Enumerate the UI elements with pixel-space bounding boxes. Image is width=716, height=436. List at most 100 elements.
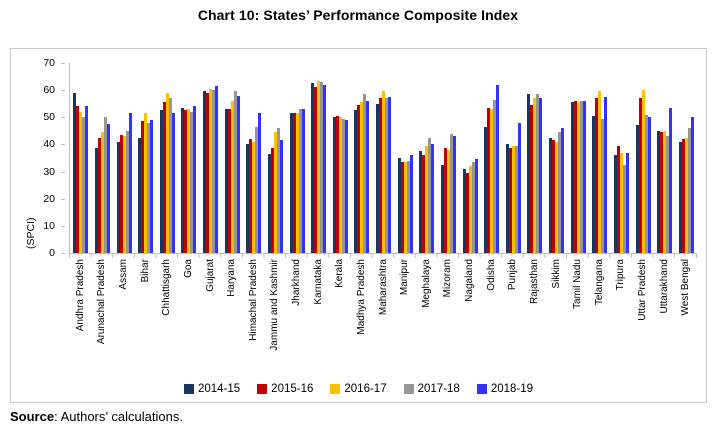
bar <box>323 85 327 253</box>
y-axis-tick-label: 0 <box>49 247 55 259</box>
bar <box>366 101 370 253</box>
bar <box>570 102 574 253</box>
x-axis-label-cell: Sikkim <box>545 257 567 379</box>
x-axis-label-cell: Bihar <box>134 257 156 379</box>
bar <box>449 134 453 253</box>
x-axis-label: Odisha <box>485 259 497 291</box>
bar <box>552 140 556 253</box>
legend-swatch <box>183 384 194 394</box>
bar <box>496 85 500 253</box>
bar <box>103 117 107 253</box>
bar <box>462 169 466 253</box>
bar <box>684 138 688 253</box>
bar <box>341 119 345 253</box>
bar <box>236 96 240 253</box>
bar <box>82 117 86 253</box>
bar <box>125 131 129 253</box>
bar <box>279 140 283 253</box>
x-axis-label: Manipur <box>399 259 411 296</box>
legend-item: 2016-17 <box>330 383 387 395</box>
bar <box>644 115 648 253</box>
bar <box>619 153 623 253</box>
bar <box>360 102 364 253</box>
bar <box>533 98 537 253</box>
x-axis-label-cell: Karnataka <box>307 257 329 379</box>
bar <box>663 131 667 253</box>
x-axis-label: Mizoram <box>442 259 454 298</box>
bar <box>273 132 277 253</box>
bar <box>301 109 305 253</box>
bar <box>206 93 210 253</box>
bar <box>474 159 478 253</box>
bar <box>320 82 324 253</box>
bar <box>332 117 336 253</box>
plot-area <box>69 63 697 254</box>
y-axis-tick-mark <box>61 63 65 64</box>
bar <box>403 162 407 253</box>
x-axis-label-cell: Haryana <box>220 257 242 379</box>
bar <box>289 113 293 253</box>
bar-group <box>567 63 589 253</box>
source-label: Source <box>10 409 55 424</box>
bar <box>428 138 432 253</box>
bar <box>255 127 259 253</box>
bar <box>530 105 534 253</box>
bar-group <box>481 63 503 253</box>
x-axis-label-cell: Meghalaya <box>415 257 437 379</box>
bar <box>579 101 583 253</box>
bar <box>184 110 188 253</box>
bar <box>190 112 194 253</box>
bar <box>465 173 469 253</box>
bar <box>227 109 231 253</box>
bar <box>490 109 494 253</box>
bar <box>379 98 383 253</box>
x-axis-label-cell: Mizoram <box>437 257 459 379</box>
bar-group <box>459 63 481 253</box>
bar <box>212 90 216 253</box>
bar <box>344 120 348 253</box>
bar <box>558 132 562 253</box>
bar-group <box>200 63 222 253</box>
x-axis-label: Himachal Pradesh <box>247 259 259 341</box>
bar-group <box>113 63 135 253</box>
x-axis-label-cell: Madhya Pradesh <box>350 257 372 379</box>
legend-label: 2017-18 <box>417 383 460 395</box>
x-axis-label: Telangana <box>593 259 605 306</box>
x-axis-label-cell: Jharkhand <box>285 257 307 379</box>
bar <box>598 91 602 253</box>
bar <box>295 113 299 253</box>
x-axis-label: Chhattisgarh <box>161 259 173 316</box>
bar <box>76 106 80 253</box>
bar-group <box>243 63 265 253</box>
bar <box>638 98 642 253</box>
bar <box>233 91 237 253</box>
x-axis-label: Punjab <box>507 259 519 291</box>
bar-group <box>221 63 243 253</box>
bar <box>616 146 620 253</box>
bar <box>422 155 426 253</box>
legend-swatch <box>330 384 341 394</box>
y-axis-tick-label: 30 <box>43 166 55 178</box>
bar-group <box>135 63 157 253</box>
bar <box>354 110 358 253</box>
legend-item: 2014-15 <box>183 383 240 395</box>
y-axis-tick-label: 50 <box>43 111 55 123</box>
y-axis-tick-mark <box>61 90 65 91</box>
x-axis-label: Goa <box>182 259 194 278</box>
bar <box>209 89 213 253</box>
bar <box>493 100 497 253</box>
bar <box>406 161 410 253</box>
x-axis-label: Sikkim <box>550 259 562 289</box>
y-axis-tick-label: 20 <box>43 193 55 205</box>
bar <box>276 128 280 253</box>
bar <box>431 144 435 253</box>
bar <box>657 131 661 253</box>
source-note: Source: Authors’ calculations. <box>10 409 183 424</box>
x-axis-label: Gujarat <box>204 259 216 292</box>
legend-item: 2018-19 <box>476 383 533 395</box>
bar <box>97 138 101 253</box>
x-axis-label-cell: Tripura <box>610 257 632 379</box>
bar <box>215 86 219 253</box>
bar <box>647 117 651 253</box>
bar <box>94 148 98 253</box>
